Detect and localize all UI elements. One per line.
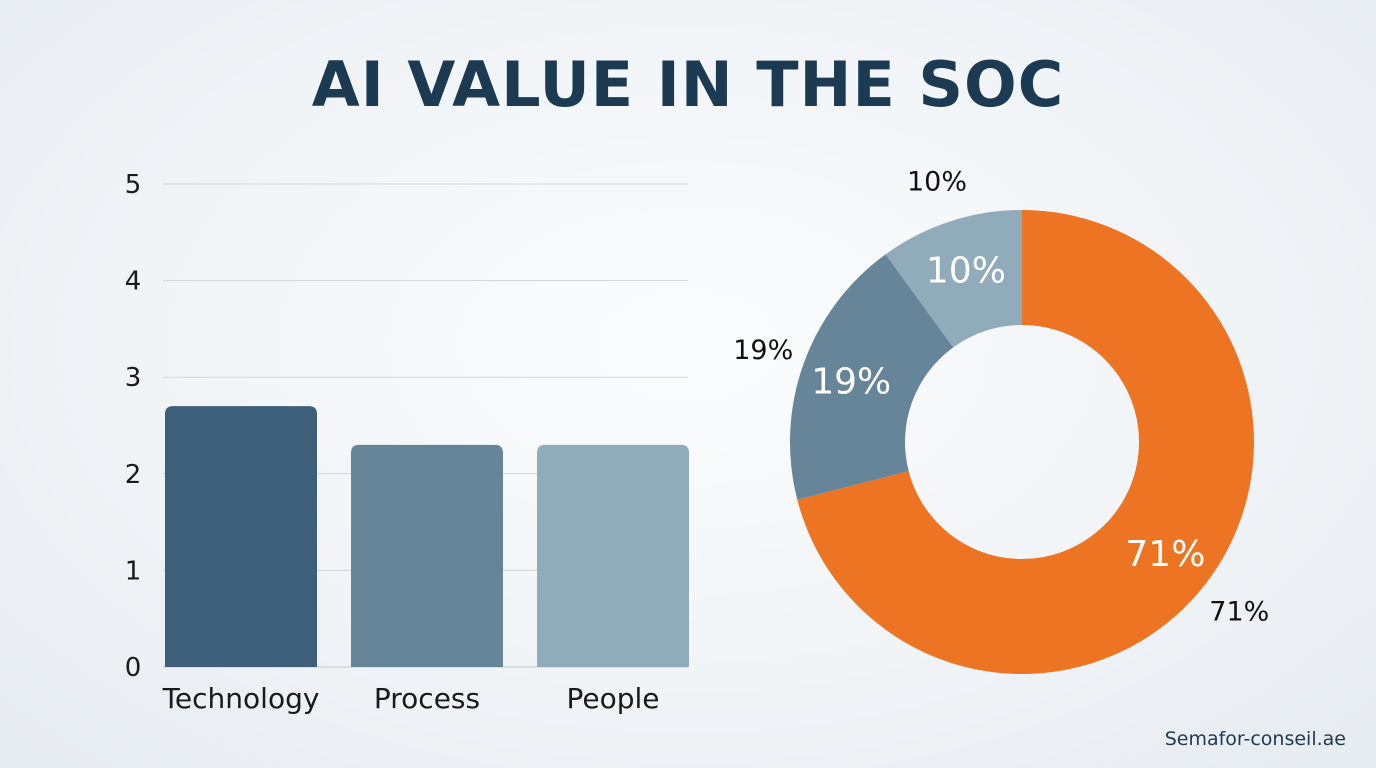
page-title: AI VALUE IN THE SOC bbox=[311, 48, 1065, 121]
y-tick-label-4: 4 bbox=[125, 267, 142, 297]
donut-slice-10 bbox=[885, 210, 1022, 348]
donut-chart-slices bbox=[790, 210, 1254, 674]
donut-outer-label-19: 19% bbox=[733, 335, 793, 366]
bar-process bbox=[351, 444, 503, 667]
x-tick-label-technology: Technology bbox=[162, 682, 320, 715]
y-tick-label-2: 2 bbox=[125, 460, 142, 490]
bar-chart-bars bbox=[165, 406, 689, 667]
y-tick-label-3: 3 bbox=[125, 363, 142, 393]
donut-inner-label-10: 10% bbox=[926, 250, 1006, 291]
y-tick-label-0: 0 bbox=[125, 653, 142, 683]
bar-technology bbox=[165, 406, 317, 667]
y-tick-label-1: 1 bbox=[125, 556, 142, 586]
donut-inner-label-19: 19% bbox=[811, 362, 891, 403]
donut-outer-label-10: 10% bbox=[907, 166, 967, 197]
donut-chart-outer-labels: 71% 19% 10% bbox=[733, 166, 1269, 627]
donut-slice-19 bbox=[790, 254, 954, 500]
x-tick-label-people: People bbox=[566, 682, 659, 715]
y-tick-label-5: 5 bbox=[125, 170, 142, 200]
bar-people bbox=[537, 444, 689, 667]
donut-chart-inner-labels: 71% 19% 10% bbox=[811, 250, 1205, 575]
x-tick-label-process: Process bbox=[374, 682, 480, 715]
bar-chart-y-axis: 0 1 2 3 4 5 bbox=[125, 170, 142, 683]
donut-slice-71 bbox=[797, 210, 1254, 674]
donut-outer-label-71: 71% bbox=[1209, 597, 1269, 628]
donut-inner-label-71: 71% bbox=[1125, 534, 1205, 575]
bar-chart-x-axis: Technology Process People bbox=[162, 682, 660, 715]
footer-source: Semafor-conseil.ae bbox=[1164, 728, 1346, 750]
